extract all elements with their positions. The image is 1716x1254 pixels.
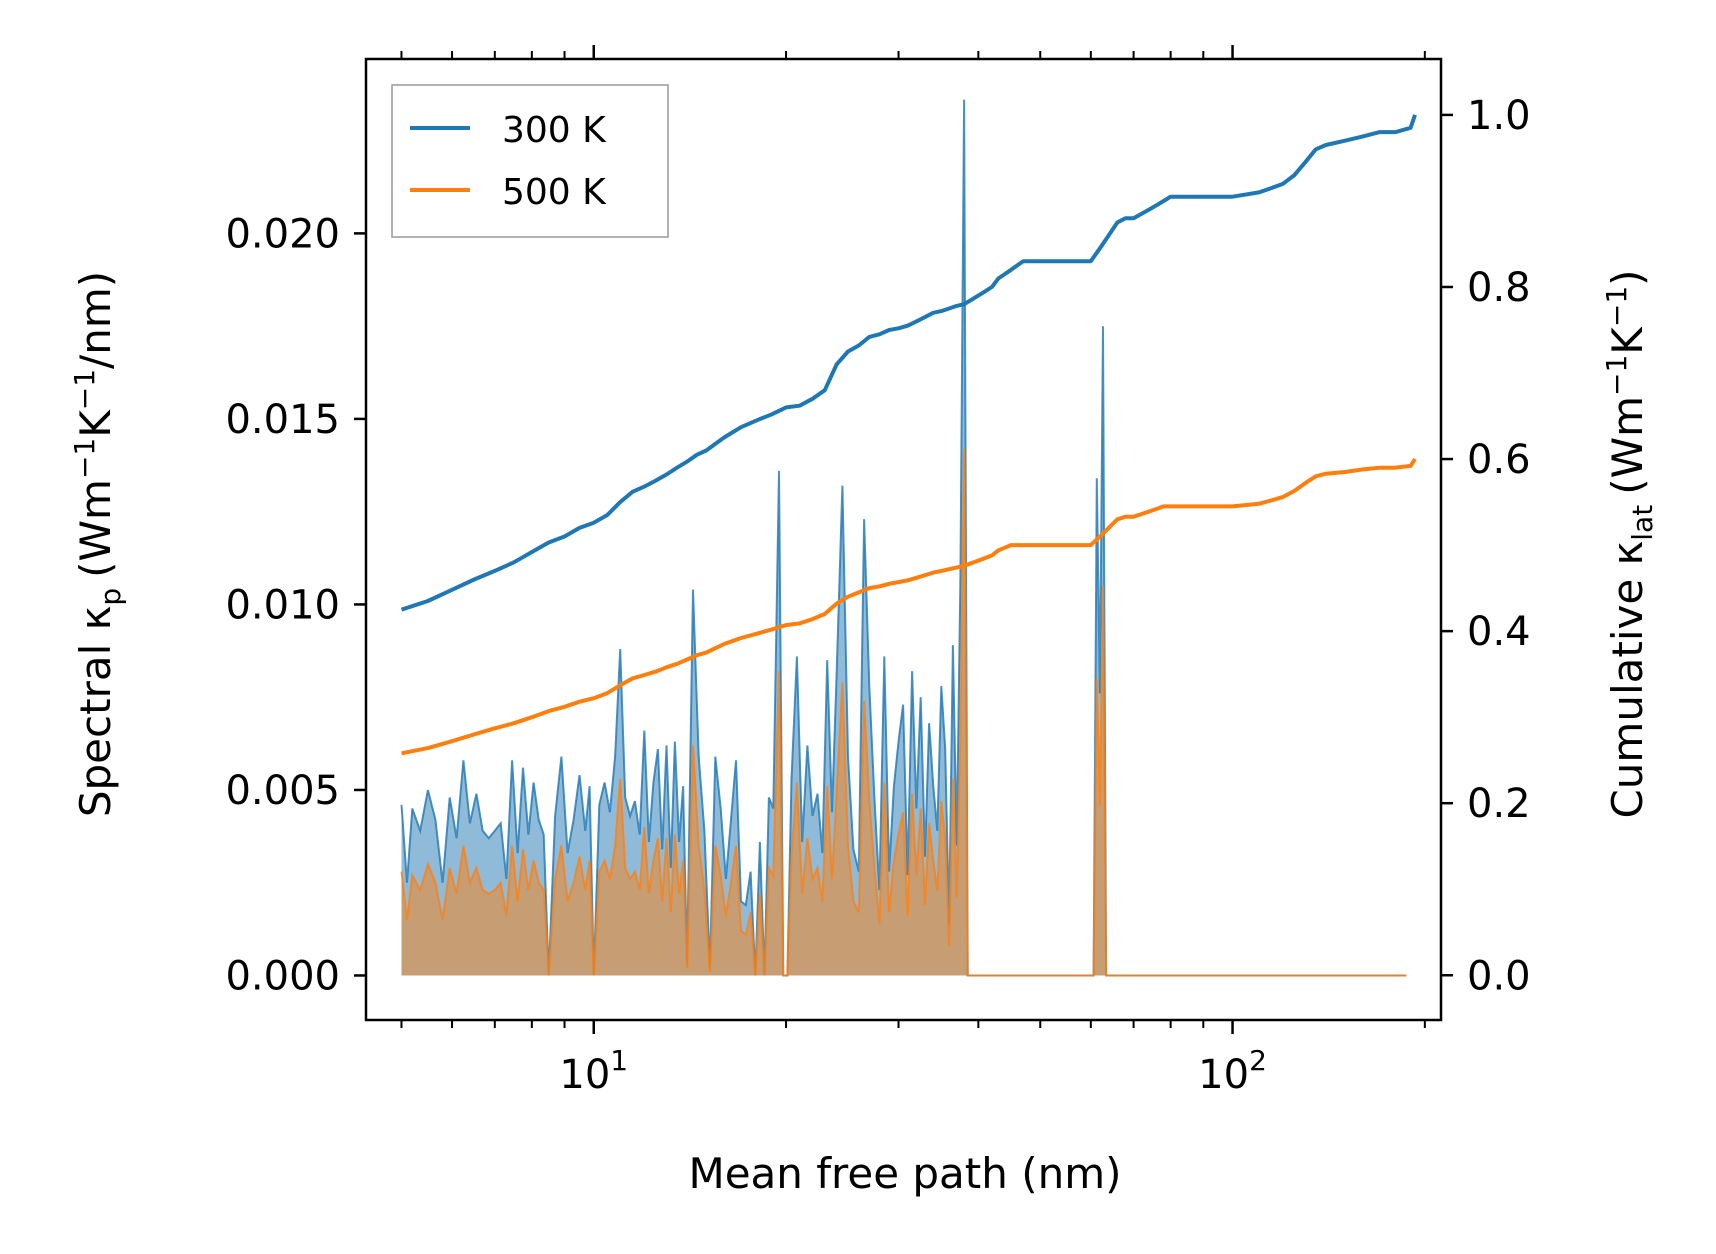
x-tick-label-exponent: 1: [610, 1044, 628, 1077]
spectral-area-500k: [401, 448, 1407, 976]
legend-frame: [391, 84, 669, 238]
y-axis-label-left: Spectral κp(Wm−1K−1/nm): [68, 271, 127, 817]
y-left-tick-label: 0.010: [225, 582, 340, 628]
y-left-label-sup2: −1: [68, 369, 101, 410]
x-tick-label-base: 10: [1198, 1052, 1249, 1098]
y-right-tick-label: 0.2: [1467, 781, 1531, 827]
y-left-label-sub: p: [94, 588, 127, 606]
y-left-tick-label: 0.020: [225, 211, 340, 257]
y-axis-label-right: Cumulative κlat(Wm−1K−1): [1600, 269, 1659, 818]
y-right-label-sup1: −1: [1600, 355, 1633, 396]
axes-frame: [364, 57, 1443, 1022]
legend-label-500k: 500 K: [502, 172, 607, 213]
y-left-tick-label: 0.000: [225, 953, 340, 999]
y-right-tick-label: 1.0: [1467, 93, 1531, 139]
y-left-tick-label: 0.015: [225, 397, 340, 443]
x-tick-label-base: 10: [559, 1052, 610, 1098]
y-left-tick-label: 0.005: [225, 768, 340, 814]
y-left-label-prefix: Spectral κ: [71, 606, 120, 818]
y-right-label-mid: K: [1603, 326, 1652, 355]
y-right-label-sub: lat: [1626, 505, 1659, 541]
y-left-label-tail: /nm): [71, 271, 120, 369]
y-right-label-sup2: −1: [1600, 286, 1633, 327]
y-right-tick-label: 0.8: [1467, 265, 1531, 311]
y-right-label-unit-open: (Wm: [1603, 396, 1652, 495]
spectral-line-500k: [400, 448, 1407, 977]
y-right-label-tail: ): [1603, 269, 1652, 285]
x-tick-label: 102: [1198, 1044, 1267, 1098]
cumulative-line-300k: [400, 114, 1417, 612]
x-tick-label: 101: [559, 1044, 628, 1098]
plot-area: [400, 99, 1417, 977]
legend: 300 K 500 K: [391, 84, 669, 238]
axes: 0.000 0.005 0.010 0.015 0.020 0.0 0.2 0.4 0.6 0.8…: [225, 45, 1531, 1098]
y-right-tick-label: 0.4: [1467, 609, 1531, 655]
x-axis-label: Mean free path (nm): [688, 1149, 1121, 1198]
legend-label-300k: 300 K: [502, 110, 607, 151]
x-tick-label-exponent: 2: [1249, 1044, 1267, 1077]
y-right-label-prefix: Cumulative κ: [1603, 541, 1652, 819]
cumulative-line-500k: [401, 458, 1417, 756]
y-left-label-mid: K: [71, 409, 120, 438]
y-right-tick-label: 0.0: [1467, 953, 1531, 999]
y-left-label-sup1: −1: [68, 438, 101, 479]
plot-series-group: [400, 99, 1417, 977]
y-right-tick-label: 0.6: [1467, 437, 1531, 483]
y-left-label-unit-open: (Wm: [71, 479, 120, 578]
